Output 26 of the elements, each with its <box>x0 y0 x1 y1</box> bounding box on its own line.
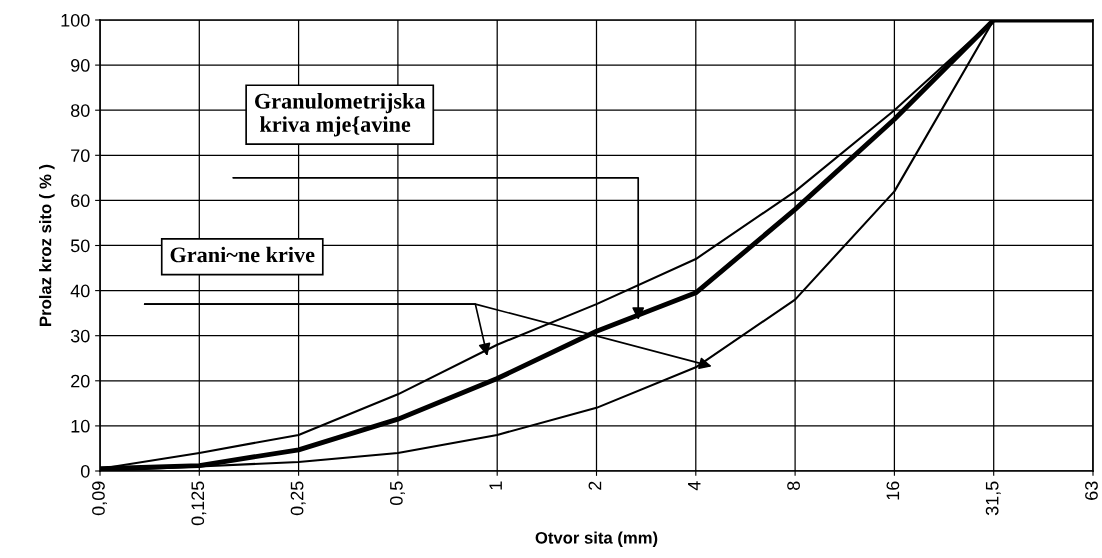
y-tick-label: 60 <box>71 194 90 208</box>
x-tick-label: 8 <box>787 481 800 490</box>
x-tick-label: 2 <box>588 481 602 490</box>
y-tick-label: 80 <box>70 104 90 117</box>
x-tick-label: 0,125 <box>191 481 207 526</box>
y-tick-label: 40 <box>70 284 90 298</box>
y-axis-title: Prolaz kroz sito ( % ) <box>39 164 55 326</box>
x-tick-label: 16 <box>886 481 900 500</box>
x-tick-label: 4 <box>688 481 701 491</box>
x-axis-title: Otvor sita (mm) <box>535 531 658 547</box>
y-tick-label: 0 <box>80 464 90 478</box>
x-tick-label: 0,5 <box>389 481 405 506</box>
y-tick-label: 100 <box>61 13 90 27</box>
y-tick-label: 50 <box>70 239 90 253</box>
x-tick-label: 31,5 <box>985 481 1001 516</box>
annotation: Granulometrijska kriva mje{avine <box>255 93 426 137</box>
x-tick-label: 0,09 <box>92 481 107 516</box>
x-tick-label: 0,25 <box>290 481 306 516</box>
annotation: Grani~ne krive <box>170 246 315 263</box>
y-tick-label: 70 <box>71 149 90 163</box>
y-tick-label: 10 <box>71 419 90 433</box>
x-tick-label: 63 <box>1085 481 1098 500</box>
y-tick-label: 20 <box>71 374 90 388</box>
x-tick-label: 1 <box>489 481 502 490</box>
y-tick-label: 30 <box>70 329 90 343</box>
y-tick-label: 90 <box>71 59 90 72</box>
